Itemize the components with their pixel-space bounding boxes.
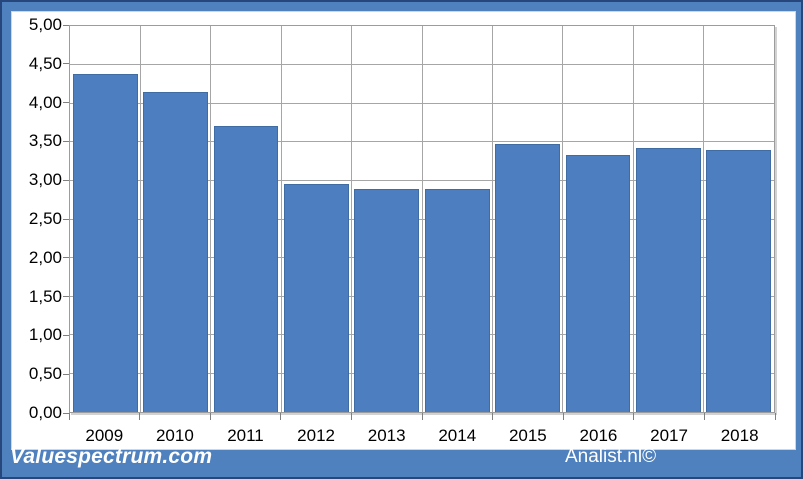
x-axis-ticks (68, 413, 776, 420)
x-axis-label: 2017 (650, 426, 688, 445)
y-tick-mark (63, 412, 70, 414)
x-tick-mark (280, 413, 282, 420)
y-axis-ticks (63, 24, 70, 414)
x-axis-label: 2016 (579, 426, 618, 445)
x-axis-label: 2013 (367, 426, 406, 445)
y-tick-label: 0,50 (28, 364, 62, 384)
bar-cell (140, 26, 210, 412)
bar-2014 (424, 188, 490, 412)
bar-2015 (495, 144, 561, 412)
y-axis-labels: 5,00 4,50 4,00 3,50 3,00 2,50 2,00 1,50 1,00 0,50… (12, 15, 62, 422)
y-tick-mark (63, 257, 70, 259)
y-tick-mark (63, 179, 70, 181)
x-axis-label: 2018 (720, 426, 759, 445)
x-tick-mark (139, 413, 141, 420)
bar-cell (422, 26, 492, 412)
y-tick-label: 4,50 (28, 53, 62, 73)
x-axis-label: 2014 (438, 426, 477, 445)
x-tick-mark (492, 413, 494, 420)
bar-2017 (636, 147, 701, 412)
bar-2011 (213, 126, 279, 412)
x-tick-mark (633, 413, 635, 420)
bar-cell (281, 26, 351, 412)
gridline-vertical (491, 26, 493, 412)
bar-2018 (706, 150, 772, 412)
bar-2013 (354, 188, 420, 412)
y-tick-mark (63, 63, 70, 65)
y-tick-mark (63, 140, 70, 142)
bar-cell (352, 26, 422, 412)
bar-cell (633, 26, 703, 412)
bar-2012 (284, 184, 349, 412)
x-axis-label: 2010 (155, 426, 194, 445)
y-tick-mark (63, 296, 70, 298)
y-tick-mark (63, 218, 70, 220)
x-axis-label: 2015 (508, 426, 547, 445)
bar-2010 (143, 91, 208, 412)
chart-canvas: 5,00 4,50 4,00 3,50 3,00 2,50 2,00 1,50 1,00 0,50… (12, 12, 795, 449)
gridline-vertical (632, 26, 634, 412)
y-tick-label: 5,00 (28, 15, 62, 34)
bar-cell (492, 26, 562, 412)
gridline-vertical (703, 26, 705, 412)
bars (70, 26, 774, 412)
bar-cell (211, 26, 281, 412)
bar-cell (70, 26, 140, 412)
gridline-vertical (351, 26, 353, 412)
y-tick-label: 1,50 (28, 286, 62, 306)
x-tick-mark (562, 413, 564, 420)
y-tick-mark (63, 373, 70, 375)
y-tick-label: 0,00 (28, 403, 62, 422)
gridline-vertical (421, 26, 423, 412)
y-tick-label: 2,50 (28, 209, 62, 228)
gridline-vertical (280, 26, 282, 412)
y-tick-mark (63, 102, 70, 104)
x-axis-label: 2012 (297, 426, 335, 445)
y-tick-label: 3,00 (28, 170, 62, 190)
x-tick-mark (703, 413, 705, 420)
y-tick-mark (63, 24, 70, 26)
x-tick-mark (68, 413, 70, 420)
x-axis-label: 2011 (227, 426, 264, 445)
bar-2009 (72, 73, 138, 412)
y-tick-label: 4,00 (28, 92, 62, 112)
gridline-vertical (139, 26, 141, 412)
x-tick-mark (209, 413, 211, 420)
x-tick-mark (774, 413, 776, 420)
y-tick-label: 3,50 (28, 131, 62, 151)
x-axis-label: 2009 (85, 426, 124, 445)
gridlines (70, 26, 774, 412)
x-tick-mark (421, 413, 423, 420)
x-tick-mark (350, 413, 352, 420)
y-tick-label: 2,00 (28, 247, 62, 267)
bar-cell (704, 26, 774, 412)
x-axis-labels: 2009 2010 2011 2012 2013 2014 2015 2016 2017 2018 (69, 423, 775, 446)
y-tick-mark (63, 334, 70, 336)
plot-area (69, 25, 775, 413)
gridline-vertical (562, 26, 564, 412)
y-tick-label: 1,00 (28, 325, 62, 345)
bar-cell (563, 26, 633, 412)
analist-watermark: Analist.nl© (565, 446, 657, 467)
bar-2016 (565, 154, 631, 412)
gridline-vertical (210, 26, 212, 412)
valuespectrum-watermark: Valuespectrum.com (10, 445, 213, 468)
